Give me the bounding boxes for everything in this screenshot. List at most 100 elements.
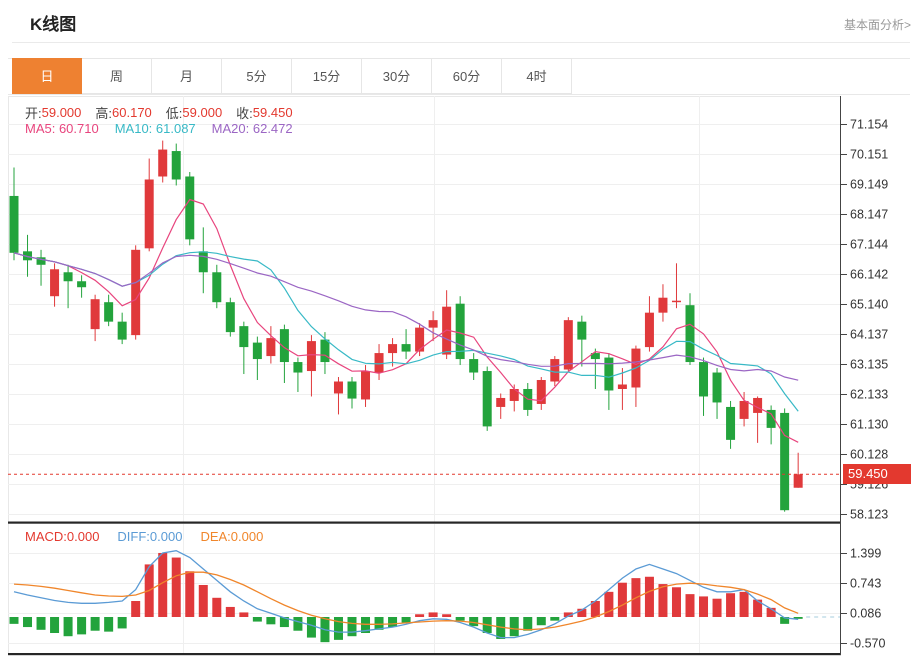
- macd-bar: [90, 617, 100, 631]
- candle-body: [415, 327, 425, 352]
- macd-histogram: [9, 552, 803, 643]
- macd-bar: [428, 612, 438, 617]
- macd-bar: [77, 617, 87, 635]
- price-axis-label: 67.144: [850, 238, 888, 252]
- tab-4hour[interactable]: 4时: [502, 58, 572, 94]
- candle-body: [739, 400, 749, 419]
- macd-info-bar: MACD:0.000 DIFF:0.000 DEA:0.000: [25, 529, 281, 544]
- macd-bar: [442, 614, 452, 617]
- macd-bar: [212, 597, 222, 617]
- candle-body: [374, 353, 384, 373]
- price-axis-label: 60.128: [850, 448, 888, 462]
- price-axis-label: 62.133: [850, 388, 888, 402]
- candle-body: [239, 326, 249, 348]
- candle-body: [131, 249, 141, 336]
- candle-body: [306, 341, 316, 372]
- macd-bar: [726, 593, 736, 617]
- tab-month[interactable]: 月: [152, 58, 222, 94]
- macd-bar: [266, 617, 276, 625]
- macd-bar: [780, 617, 790, 624]
- period-tabs: 日 周 月 5分 15分 30分 60分 4时: [12, 58, 572, 94]
- candle-body: [577, 321, 587, 340]
- candle-body: [617, 384, 627, 389]
- candle-body: [158, 149, 168, 177]
- macd-bar: [604, 591, 614, 617]
- ma20-line: [13, 252, 799, 381]
- price-axis-label: 65.140: [850, 298, 888, 312]
- candle-body: [496, 397, 506, 407]
- candle-body: [185, 176, 195, 240]
- macd-bar: [131, 600, 141, 617]
- macd-axis-label: 0.086: [850, 607, 881, 621]
- macd-bar: [374, 617, 384, 630]
- tab-5min[interactable]: 5分: [222, 58, 292, 94]
- candle-body: [780, 412, 790, 511]
- candle-body: [699, 362, 709, 397]
- macd-bar: [523, 617, 533, 631]
- dea-value: DEA:0.000: [200, 529, 264, 544]
- macd-bar: [36, 617, 46, 630]
- macd-bar: [644, 576, 654, 617]
- candle-body: [252, 342, 262, 360]
- macd-bar: [455, 617, 465, 621]
- macd-bar: [185, 571, 195, 617]
- candle-body: [712, 372, 722, 403]
- macd-bar: [753, 599, 763, 617]
- fundamental-analysis-link[interactable]: 基本面分析>: [843, 18, 911, 32]
- candle-body: [144, 179, 154, 249]
- ma20-value: MA20: 62.472: [211, 121, 293, 136]
- macd-axis-label: 1.399: [850, 547, 881, 561]
- price-axis-label: 70.151: [850, 148, 888, 162]
- candle-body: [266, 338, 276, 357]
- price-axis-label: 58.123: [850, 508, 888, 522]
- tab-60min[interactable]: 60分: [432, 58, 502, 94]
- candle-body: [320, 339, 330, 363]
- low-label: 低:: [165, 106, 183, 121]
- main-panel-border: [8, 521, 841, 524]
- candle-body: [536, 380, 546, 404]
- candle-body: [482, 371, 492, 427]
- macd-bar: [158, 552, 168, 617]
- tab-day[interactable]: 日: [12, 58, 82, 94]
- candle-body: [225, 302, 235, 333]
- candle-body: [428, 320, 438, 328]
- candle-body: [563, 320, 573, 370]
- tab-week[interactable]: 周: [82, 58, 152, 94]
- macd-bar: [50, 617, 60, 634]
- dea-line: [13, 571, 799, 631]
- macd-value: MACD:0.000: [25, 529, 100, 544]
- ma5-value: MA5: 60.710: [25, 121, 99, 136]
- macd-bar: [617, 582, 627, 617]
- macd-bar: [563, 612, 573, 617]
- macd-bar: [23, 617, 33, 628]
- macd-bar: [550, 617, 560, 621]
- tab-30min[interactable]: 30分: [362, 58, 432, 94]
- candle-body: [753, 397, 763, 413]
- candle-body: [590, 353, 600, 360]
- price-axis-label: 66.142: [850, 268, 888, 282]
- tabrow-bottom-border: [8, 94, 910, 95]
- ma10-value: MA10: 61.087: [114, 121, 196, 136]
- candle-body: [793, 474, 803, 488]
- macd-bar: [577, 608, 587, 617]
- candle-body: [279, 329, 289, 363]
- macd-bar: [347, 617, 357, 637]
- candle-body: [509, 388, 519, 401]
- tab-15min[interactable]: 15分: [292, 58, 362, 94]
- macd-axis-label: 0.743: [850, 577, 881, 591]
- candle-body: [671, 300, 681, 303]
- macd-bar: [739, 591, 749, 617]
- candle-body: [104, 302, 114, 322]
- low-value: 59.000: [182, 105, 223, 120]
- macd-bar: [63, 617, 73, 637]
- price-axis-label: 71.154: [850, 118, 888, 132]
- candle-body: [212, 272, 222, 303]
- candle-body: [23, 251, 33, 261]
- price-axis-label: 64.137: [850, 328, 888, 342]
- candle-body: [388, 344, 398, 354]
- ma-info-bar: MA5: 60.710 MA10: 61.087 MA20: 62.472: [25, 121, 309, 136]
- candle-body: [726, 406, 736, 440]
- candle-body: [685, 305, 695, 363]
